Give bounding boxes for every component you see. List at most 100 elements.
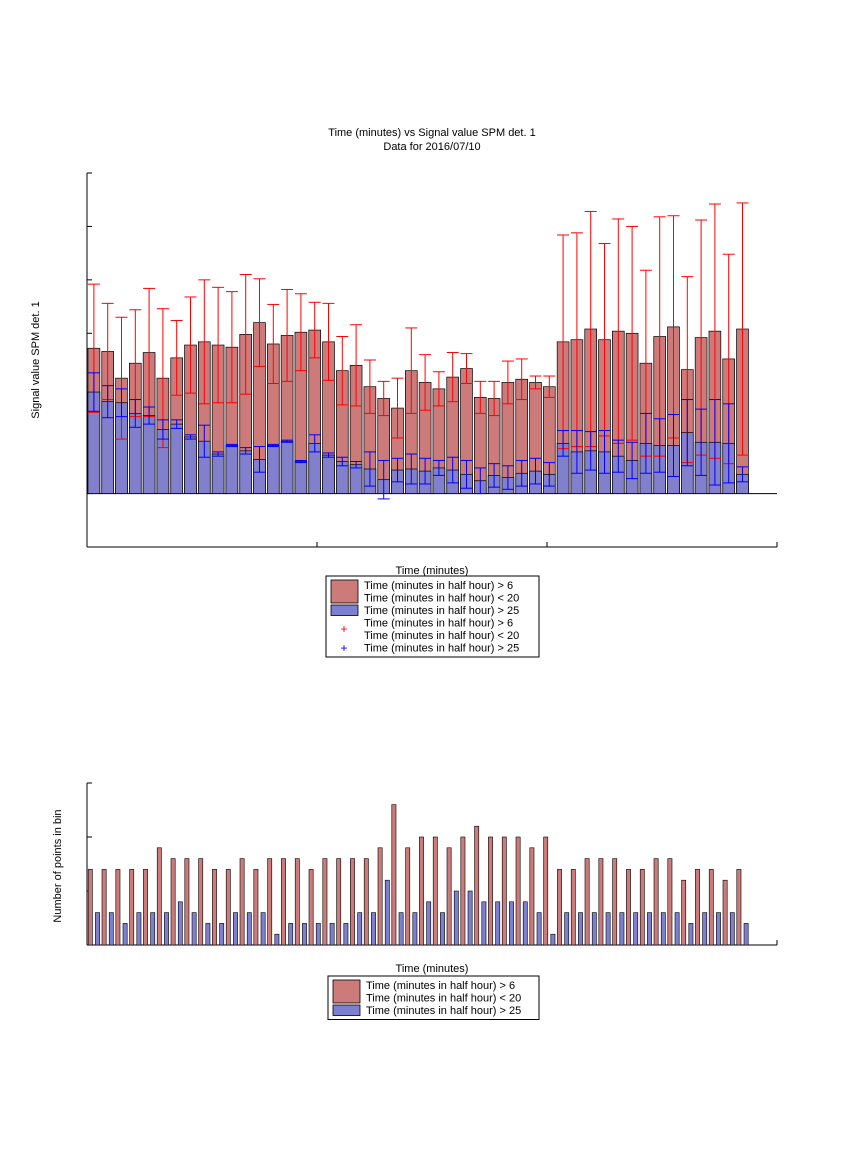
legend-box bbox=[325, 575, 540, 658]
legend-label: Time (minutes in half hour) > 6 bbox=[364, 580, 513, 592]
y-axis-label-counts: Number of points in bin bbox=[52, 809, 64, 922]
count-bar bbox=[150, 912, 156, 946]
count-bar bbox=[156, 847, 162, 946]
count-bar bbox=[570, 869, 576, 946]
count-bar bbox=[605, 912, 611, 946]
signal-bar bbox=[184, 436, 197, 494]
count-bar bbox=[412, 912, 418, 946]
count-bar bbox=[426, 901, 432, 946]
count-bar bbox=[129, 869, 135, 946]
count-bar bbox=[474, 825, 480, 946]
count-bar bbox=[219, 923, 225, 946]
count-bar bbox=[467, 890, 473, 946]
count-bar bbox=[488, 836, 493, 946]
legend-marker: + bbox=[340, 622, 347, 636]
count-bar bbox=[384, 879, 390, 946]
count-bar bbox=[336, 858, 342, 946]
signal-bar bbox=[336, 461, 349, 494]
count-bar bbox=[564, 912, 570, 946]
signal-bar bbox=[142, 415, 156, 494]
count-bar bbox=[529, 847, 535, 946]
count-bar bbox=[688, 923, 694, 946]
count-bar bbox=[302, 923, 307, 946]
count-bar bbox=[743, 923, 749, 946]
count-bar bbox=[495, 901, 501, 946]
count-bar bbox=[440, 912, 445, 946]
count-bar bbox=[522, 901, 528, 946]
legend-label: Time (minutes in half hour) > 6 bbox=[364, 618, 513, 630]
signal-bar bbox=[170, 423, 183, 494]
count-bar bbox=[322, 858, 328, 946]
count-bar bbox=[101, 869, 107, 946]
count-bar bbox=[377, 847, 383, 946]
count-bar bbox=[633, 912, 639, 946]
counts-plot bbox=[86, 782, 778, 946]
count-bar bbox=[729, 912, 735, 946]
count-bar bbox=[598, 858, 604, 946]
signal-bar bbox=[322, 454, 335, 494]
count-bar bbox=[294, 858, 300, 946]
x-axis-label-counts: Time (minutes) bbox=[396, 963, 469, 975]
count-bar bbox=[212, 869, 217, 946]
count-bar bbox=[308, 869, 314, 946]
count-bar bbox=[674, 912, 680, 946]
count-bar bbox=[260, 912, 266, 946]
legend-label: Time (minutes in half hour) > 6 bbox=[366, 980, 515, 992]
count-bar bbox=[225, 869, 231, 946]
legend-swatch-bar bbox=[330, 579, 359, 604]
count-bar bbox=[253, 869, 259, 946]
count-bar bbox=[501, 836, 507, 946]
signal-bar bbox=[280, 440, 294, 494]
count-bar bbox=[315, 923, 321, 946]
count-bar bbox=[274, 933, 280, 946]
count-bar bbox=[239, 858, 245, 946]
count-bar bbox=[722, 879, 728, 946]
count-bar bbox=[329, 923, 335, 946]
count-bar bbox=[177, 901, 183, 946]
count-bar bbox=[716, 912, 721, 946]
count-bar bbox=[164, 912, 169, 946]
legend-box bbox=[327, 975, 540, 1020]
count-bar bbox=[122, 923, 128, 946]
count-bar bbox=[405, 847, 411, 946]
count-bar bbox=[667, 858, 673, 946]
count-bar bbox=[702, 912, 708, 946]
legend-label: Time (minutes in half hour) > 25 bbox=[364, 605, 519, 617]
signal-bar bbox=[239, 450, 252, 494]
count-bar bbox=[578, 912, 583, 946]
signal-bar bbox=[225, 445, 239, 494]
y-axis-label: Signal value SPM det. 1 bbox=[30, 301, 42, 418]
count-bar bbox=[343, 923, 349, 946]
count-bar bbox=[108, 912, 114, 946]
count-bar bbox=[398, 912, 404, 946]
count-bar bbox=[536, 912, 542, 946]
count-bar bbox=[246, 912, 252, 946]
count-bar bbox=[95, 912, 100, 946]
x-axis-label: Time (minutes) bbox=[396, 565, 469, 577]
count-bar bbox=[350, 858, 355, 946]
count-bar bbox=[198, 858, 204, 946]
count-bar bbox=[115, 869, 121, 946]
count-bar bbox=[509, 901, 514, 946]
chart-subtitle: Data for 2016/07/10 bbox=[383, 141, 480, 153]
count-bar bbox=[281, 858, 286, 946]
count-bar bbox=[626, 869, 631, 946]
count-bar bbox=[453, 890, 459, 946]
legend-swatch-bar bbox=[332, 1004, 361, 1016]
count-bar bbox=[170, 858, 176, 946]
count-bar bbox=[432, 836, 438, 946]
legend-label: Time (minutes in half hour) > 25 bbox=[364, 643, 519, 655]
legend-label: Time (minutes in half hour) < 20 bbox=[364, 593, 519, 605]
count-bar bbox=[550, 933, 556, 946]
count-bar bbox=[205, 923, 211, 946]
signal-bar bbox=[349, 464, 363, 494]
count-bar bbox=[515, 836, 521, 946]
count-bar bbox=[184, 858, 190, 946]
count-bar bbox=[584, 858, 590, 946]
count-bar bbox=[143, 869, 148, 946]
count-bar bbox=[267, 858, 273, 946]
